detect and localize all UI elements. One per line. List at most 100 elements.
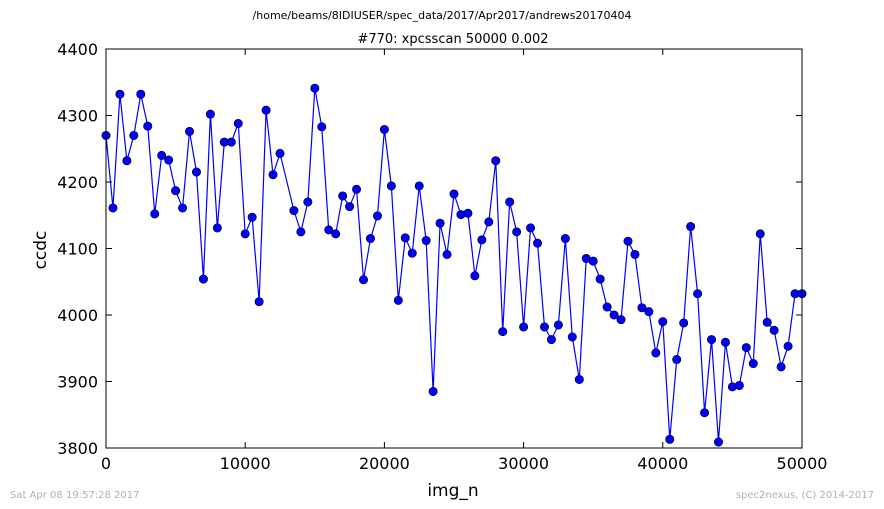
chart-suptitle: /home/beams/8IDIUSER/spec_data/2017/Apr2… xyxy=(253,9,632,22)
data-point xyxy=(741,343,751,353)
data-point xyxy=(275,148,285,158)
data-point xyxy=(477,235,487,245)
data-point xyxy=(157,150,167,160)
data-point xyxy=(546,335,556,345)
data-point xyxy=(421,236,431,246)
data-point xyxy=(776,362,786,372)
data-point xyxy=(505,197,515,207)
data-point xyxy=(470,271,480,281)
chart-title: #770: xpcsscan 50000 0.002 xyxy=(357,32,548,47)
data-point xyxy=(435,218,445,228)
data-point xyxy=(115,89,125,99)
data-point xyxy=(324,225,334,235)
y-tick-label: 4200 xyxy=(57,173,98,192)
data-point xyxy=(658,317,668,327)
data-point xyxy=(526,223,536,233)
footer-timestamp: Sat Apr 08 19:57:28 2017 xyxy=(10,490,140,501)
data-point xyxy=(379,124,389,134)
data-point xyxy=(240,229,250,239)
data-point xyxy=(665,434,675,444)
x-tick-label: 40000 xyxy=(637,454,688,473)
data-point xyxy=(372,211,382,221)
data-point xyxy=(338,191,348,201)
y-axis-label: ccdc xyxy=(31,231,51,270)
data-point xyxy=(512,227,522,237)
data-point xyxy=(365,234,375,244)
data-point xyxy=(783,341,793,351)
data-point xyxy=(393,295,403,305)
series-line xyxy=(105,88,802,443)
data-point xyxy=(602,302,612,312)
data-point xyxy=(303,197,313,207)
x-tick-label: 30000 xyxy=(498,454,549,473)
data-point xyxy=(651,348,661,358)
data-point xyxy=(400,233,410,243)
data-point xyxy=(407,248,417,258)
plot-marks xyxy=(101,83,807,447)
y-tick-label: 3800 xyxy=(57,439,98,458)
data-point xyxy=(539,322,549,332)
y-tick-label: 3900 xyxy=(57,373,98,392)
data-point xyxy=(707,335,717,345)
data-point xyxy=(247,212,257,222)
data-point xyxy=(185,126,195,136)
data-point xyxy=(171,186,181,196)
data-point xyxy=(136,89,146,99)
data-point xyxy=(491,156,501,166)
data-point xyxy=(755,229,765,239)
plot-frame xyxy=(105,48,803,449)
data-point xyxy=(769,325,779,335)
data-point xyxy=(449,189,459,199)
axis-ticks: 0 10000 20000 30000 40000 50000 3800 3900 4000 41… xyxy=(57,40,827,473)
data-point xyxy=(595,274,605,284)
y-tick-label: 4000 xyxy=(57,306,98,325)
data-point xyxy=(637,303,647,313)
data-point xyxy=(574,374,584,384)
data-point xyxy=(463,208,473,218)
data-point xyxy=(734,380,744,390)
data-point xyxy=(672,355,682,365)
data-point xyxy=(198,274,208,284)
data-point xyxy=(679,318,689,328)
data-point xyxy=(560,234,570,244)
x-tick-label: 20000 xyxy=(359,454,410,473)
data-point xyxy=(623,236,633,246)
data-point xyxy=(748,359,758,369)
data-point xyxy=(143,121,153,131)
data-point xyxy=(261,105,271,115)
data-point xyxy=(644,307,654,317)
data-point xyxy=(428,386,438,396)
data-point xyxy=(630,249,640,259)
data-point xyxy=(296,227,306,237)
data-point xyxy=(762,317,772,327)
footer-credit: spec2nexus, (C) 2014-2017 xyxy=(736,490,874,501)
data-point xyxy=(713,437,723,447)
data-point xyxy=(720,337,730,347)
data-point xyxy=(331,229,341,239)
y-tick-label: 4300 xyxy=(57,107,98,126)
data-point xyxy=(498,327,508,337)
x-tick-label: 10000 xyxy=(220,454,271,473)
data-point xyxy=(317,122,327,132)
data-point xyxy=(226,137,236,147)
x-axis-label: img_n xyxy=(427,481,478,501)
y-tick-label: 4400 xyxy=(57,40,98,59)
data-point xyxy=(609,310,619,320)
y-tick-label: 4100 xyxy=(57,240,98,259)
data-point xyxy=(533,238,543,248)
x-tick-label: 50000 xyxy=(777,454,828,473)
data-point xyxy=(686,222,696,232)
data-point xyxy=(233,118,243,128)
data-point xyxy=(310,83,320,93)
data-point xyxy=(693,289,703,299)
data-point xyxy=(359,275,369,285)
data-point xyxy=(588,256,598,266)
x-tick-label: 0 xyxy=(101,454,111,473)
data-point xyxy=(205,109,215,119)
data-point xyxy=(129,130,139,140)
data-point xyxy=(616,315,626,325)
data-point xyxy=(108,203,118,213)
data-point xyxy=(352,184,362,194)
data-point xyxy=(254,297,264,307)
